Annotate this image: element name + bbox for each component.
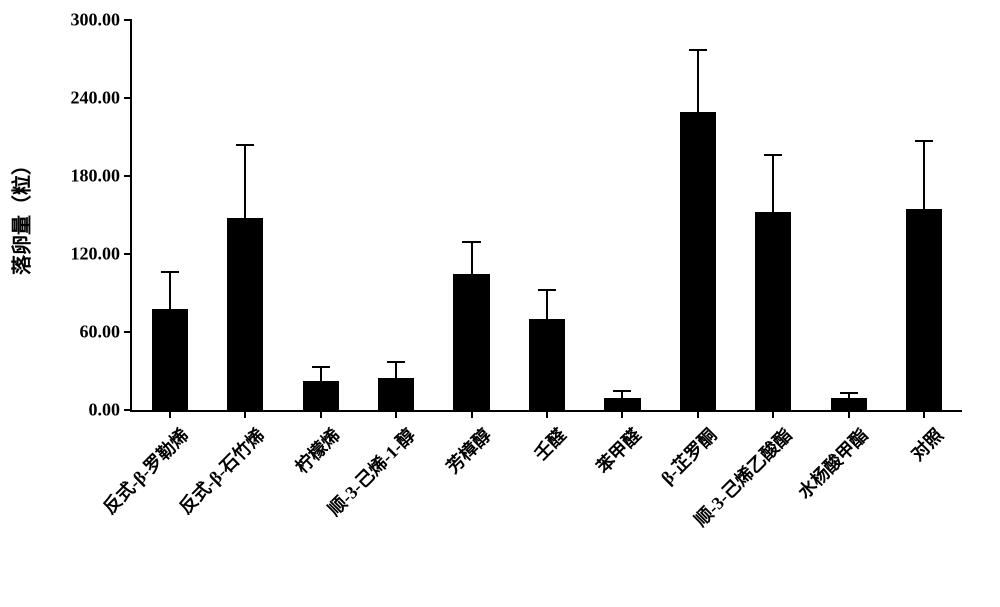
y-tick	[124, 19, 132, 21]
error-bar	[471, 242, 473, 273]
plot-area: 0.0060.00120.00180.00240.00300.00反式-β-罗勒…	[130, 20, 962, 412]
bar	[378, 378, 414, 411]
bar	[906, 209, 942, 411]
error-cap	[538, 289, 556, 291]
error-bar	[923, 141, 925, 209]
y-tick	[124, 253, 132, 255]
error-cap	[387, 361, 405, 363]
y-tick-label: 240.00	[71, 88, 121, 109]
y-tick-label: 60.00	[80, 322, 121, 343]
x-tick	[923, 410, 925, 418]
y-tick	[124, 409, 132, 411]
error-cap	[462, 241, 480, 243]
x-tick	[621, 410, 623, 418]
bar-chart: 落卵量（粒） 0.0060.00120.00180.00240.00300.00…	[0, 0, 1000, 607]
x-tick	[320, 410, 322, 418]
x-tick	[395, 410, 397, 418]
x-tick-label: 对照	[905, 422, 949, 466]
y-tick	[124, 331, 132, 333]
x-tick	[244, 410, 246, 418]
y-tick	[124, 175, 132, 177]
error-bar	[546, 290, 548, 319]
x-tick	[471, 410, 473, 418]
x-tick-label: 壬醛	[528, 422, 572, 466]
y-tick-label: 120.00	[71, 244, 121, 265]
error-bar	[697, 50, 699, 112]
x-tick	[546, 410, 548, 418]
error-bar	[772, 155, 774, 212]
y-tick-label: 300.00	[71, 10, 121, 31]
bar	[227, 218, 263, 410]
y-tick-label: 180.00	[71, 166, 121, 187]
error-cap	[840, 392, 858, 394]
bar	[831, 398, 867, 410]
x-tick	[169, 410, 171, 418]
error-cap	[764, 154, 782, 156]
x-tick	[848, 410, 850, 418]
error-cap	[161, 271, 179, 273]
x-tick-label: β-芷罗酮	[655, 422, 723, 490]
x-tick-label: 芳樟醇	[439, 422, 496, 479]
bar	[152, 309, 188, 410]
x-tick-label: 柠檬烯	[288, 422, 345, 479]
error-bar	[244, 145, 246, 218]
bar	[680, 112, 716, 410]
x-tick	[772, 410, 774, 418]
error-bar	[169, 272, 171, 308]
x-tick	[697, 410, 699, 418]
error-cap	[236, 144, 254, 146]
x-tick-label: 苯甲醛	[590, 422, 647, 479]
error-bar	[395, 362, 397, 378]
error-cap	[312, 366, 330, 368]
bar	[529, 319, 565, 410]
bar	[604, 398, 640, 410]
x-tick-label: 水杨酸甲酯	[791, 422, 873, 504]
y-tick	[124, 97, 132, 99]
bar	[755, 212, 791, 410]
y-axis-title: 落卵量（粒）	[6, 155, 35, 275]
y-tick-label: 0.00	[89, 400, 121, 421]
error-cap	[689, 49, 707, 51]
error-cap	[613, 390, 631, 392]
error-bar	[320, 367, 322, 381]
error-cap	[915, 140, 933, 142]
bar	[453, 274, 489, 411]
error-bar	[621, 391, 623, 399]
bar	[303, 381, 339, 410]
